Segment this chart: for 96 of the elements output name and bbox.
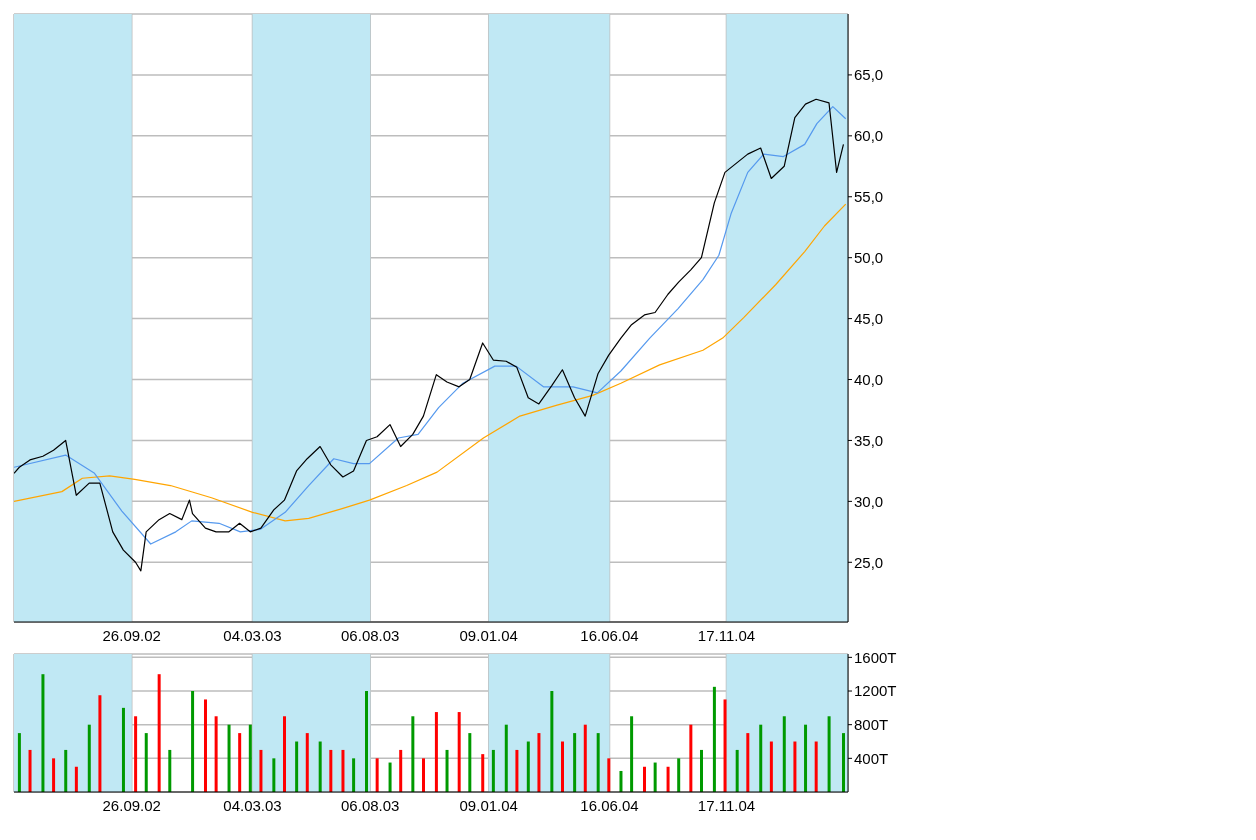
bar [365, 691, 369, 792]
x-tick-label: 09.01.04 [459, 796, 518, 814]
y-tick-label: 25,0 [854, 553, 884, 571]
y-tick-label: 35,0 [854, 431, 884, 449]
bar [491, 749, 495, 792]
bar [515, 749, 519, 792]
bar [227, 724, 231, 792]
y-tick-label: 40,0 [854, 370, 884, 388]
bar [573, 733, 577, 792]
x-tick-label: 06.08.03 [341, 626, 400, 644]
bar [746, 733, 750, 792]
bar [295, 741, 299, 792]
bar [434, 712, 438, 792]
bar [827, 716, 831, 792]
bar [318, 741, 322, 792]
bar [804, 724, 808, 792]
bar [282, 716, 286, 792]
bar [248, 724, 252, 792]
bar [134, 716, 138, 792]
bar [468, 733, 472, 792]
bar [411, 716, 415, 792]
x-tick-label: 04.03.03 [223, 796, 282, 814]
bar [504, 724, 508, 792]
y-tick-label: 1200T [854, 682, 897, 700]
bar [17, 733, 21, 792]
bar [352, 758, 356, 792]
y-tick-label: 400T [854, 749, 889, 767]
bar [41, 674, 45, 792]
bar [842, 733, 846, 792]
y-tick-label: 800T [854, 716, 889, 734]
bar [550, 691, 554, 792]
bar [87, 724, 91, 792]
x-tick-label: 16.06.04 [580, 626, 639, 644]
bar [259, 749, 263, 792]
bar [341, 749, 345, 792]
y-tick-label: 55,0 [854, 188, 884, 206]
x-tick-label: 26.09.02 [102, 796, 161, 814]
bar [28, 749, 32, 792]
bar [421, 758, 425, 792]
bar [64, 749, 68, 792]
y-tick-label: 30,0 [854, 492, 884, 510]
bar [526, 741, 530, 792]
bar [769, 741, 773, 792]
x-tick-label: 04.03.03 [223, 626, 282, 644]
bar [481, 754, 485, 792]
bar [98, 695, 102, 792]
bar [793, 741, 797, 792]
line-series [14, 203, 847, 522]
bar [214, 716, 218, 792]
bar [191, 691, 195, 792]
bar [375, 758, 379, 792]
y-tick-label: 50,0 [854, 249, 884, 267]
bar [388, 762, 392, 792]
x-tick-label: 17.11.04 [697, 626, 756, 644]
bar [272, 758, 276, 792]
bar [157, 674, 161, 792]
bar [203, 699, 207, 792]
bar [305, 733, 309, 792]
bar [643, 766, 647, 792]
bar [607, 758, 611, 792]
x-tick-label: 09.01.04 [459, 626, 518, 644]
y-tick-label: 60,0 [854, 127, 884, 145]
y-tick-label: 1600T [854, 648, 897, 666]
y-tick-label: 65,0 [854, 66, 884, 84]
bar [666, 766, 670, 792]
x-tick-label: 17.11.04 [697, 796, 756, 814]
bar [689, 724, 693, 792]
bar [723, 699, 727, 792]
bar [759, 724, 763, 792]
bar [814, 741, 818, 792]
bar [630, 716, 634, 792]
bar [329, 749, 333, 792]
bar [560, 741, 564, 792]
y-tick-label: 45,0 [854, 309, 884, 327]
bar [735, 749, 739, 792]
bar [238, 733, 242, 792]
bar [74, 766, 78, 792]
bar [782, 716, 786, 792]
bar [699, 749, 703, 792]
bar [445, 749, 449, 792]
bar [677, 758, 681, 792]
bar [583, 724, 587, 792]
x-tick-label: 06.08.03 [341, 796, 400, 814]
bar [653, 762, 657, 792]
bar [712, 686, 716, 792]
bar [399, 749, 403, 792]
bar [144, 733, 148, 792]
bar [457, 712, 461, 792]
bar [121, 707, 125, 792]
x-tick-label: 26.09.02 [102, 626, 161, 644]
bar [619, 770, 623, 792]
bar [596, 733, 600, 792]
bar [52, 758, 56, 792]
x-tick-label: 16.06.04 [580, 796, 639, 814]
bar [168, 749, 172, 792]
bar [537, 733, 541, 792]
